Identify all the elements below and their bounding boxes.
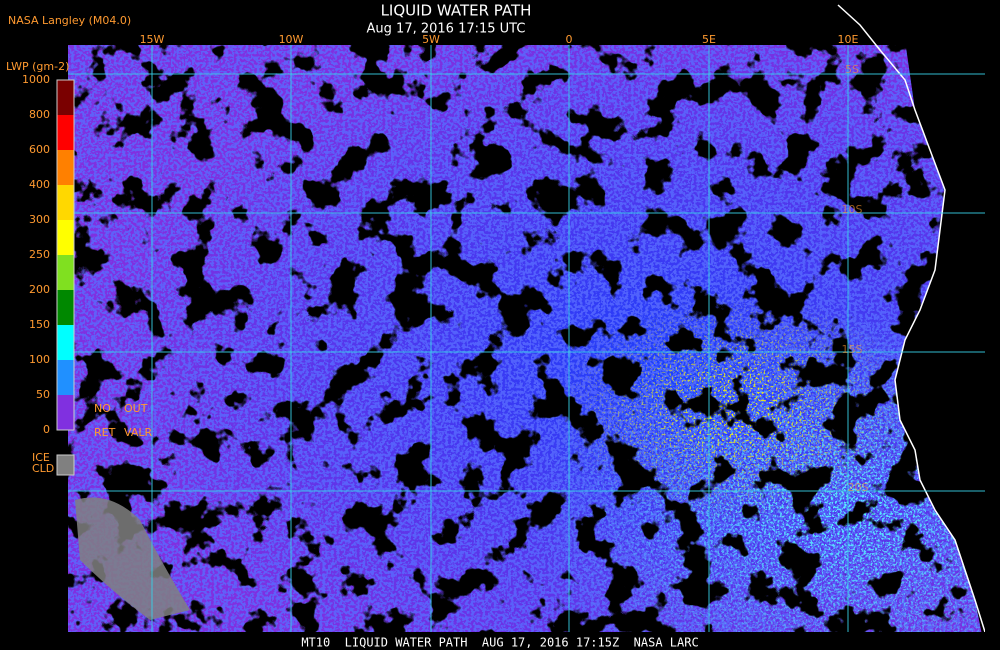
colorbar-label: 600: [29, 143, 50, 156]
longitude-label: 5E: [702, 33, 716, 46]
latitude-label: 5S: [845, 63, 859, 76]
colorbar-label: 400: [29, 178, 50, 191]
ice-swatch: [56, 454, 75, 476]
colorbar-swatch: [57, 185, 74, 220]
latitude-label: 10S: [842, 203, 863, 216]
colorbar-swatch: [57, 115, 74, 150]
coastline: [837, 4, 881, 51]
source-label: NASA Langley (M04.0): [8, 14, 131, 27]
colorbar-label: 100: [29, 353, 50, 366]
no-retrieval-label: OUT: [124, 402, 148, 415]
colorbar-swatch: [57, 290, 74, 325]
colorbar-label: 1000: [22, 73, 50, 86]
coastline: [875, 45, 985, 632]
ice-label: ICE: [32, 451, 50, 464]
latitude-label: 20S: [848, 481, 869, 494]
longitude-label: 10W: [279, 33, 304, 46]
longitude-label: 5W: [422, 33, 440, 46]
longitude-label: 10E: [838, 33, 859, 46]
no-retrieval-label: VALR: [124, 426, 152, 439]
no-retrieval-label: RET: [94, 426, 116, 439]
colorbar-swatch: [57, 325, 74, 360]
graticule: [68, 45, 985, 632]
colorbar-title: LWP (gm-2): [6, 60, 69, 73]
colorbar-label: 300: [29, 213, 50, 226]
colorbar-label: 0: [43, 423, 50, 436]
colorbar-label: 50: [36, 388, 50, 401]
colorbar-swatch: [57, 360, 74, 395]
map-subtitle: Aug 17, 2016 17:15 UTC: [367, 22, 526, 37]
colorbar-label: 800: [29, 108, 50, 121]
colorbar-frame: [56, 79, 75, 431]
colorbar-swatch: [57, 80, 74, 115]
no-retrieval-label: NO: [94, 402, 111, 415]
colorbar-label: 250: [29, 248, 50, 261]
colorbar-label: 150: [29, 318, 50, 331]
colorbar-label: 200: [29, 283, 50, 296]
map-imagery: [68, 45, 985, 632]
colorbar-swatch: [57, 255, 74, 290]
map-title: LIQUID WATER PATH: [381, 2, 532, 20]
ice-label: CLD: [32, 462, 54, 475]
footer: MT10 LIQUID WATER PATH AUG 17, 2016 17:1…: [301, 636, 698, 650]
colorbar-swatch: [57, 220, 74, 255]
colorbar: LWP (gm-2) NO OUT RET VALR ICE CLD 10008…: [6, 60, 152, 476]
longitude-label: 15W: [140, 33, 165, 46]
latitude-label: 15S: [842, 343, 863, 356]
colorbar-swatch: [57, 150, 74, 185]
colorbar-swatch: [57, 395, 74, 430]
longitude-label: 0: [566, 33, 573, 46]
